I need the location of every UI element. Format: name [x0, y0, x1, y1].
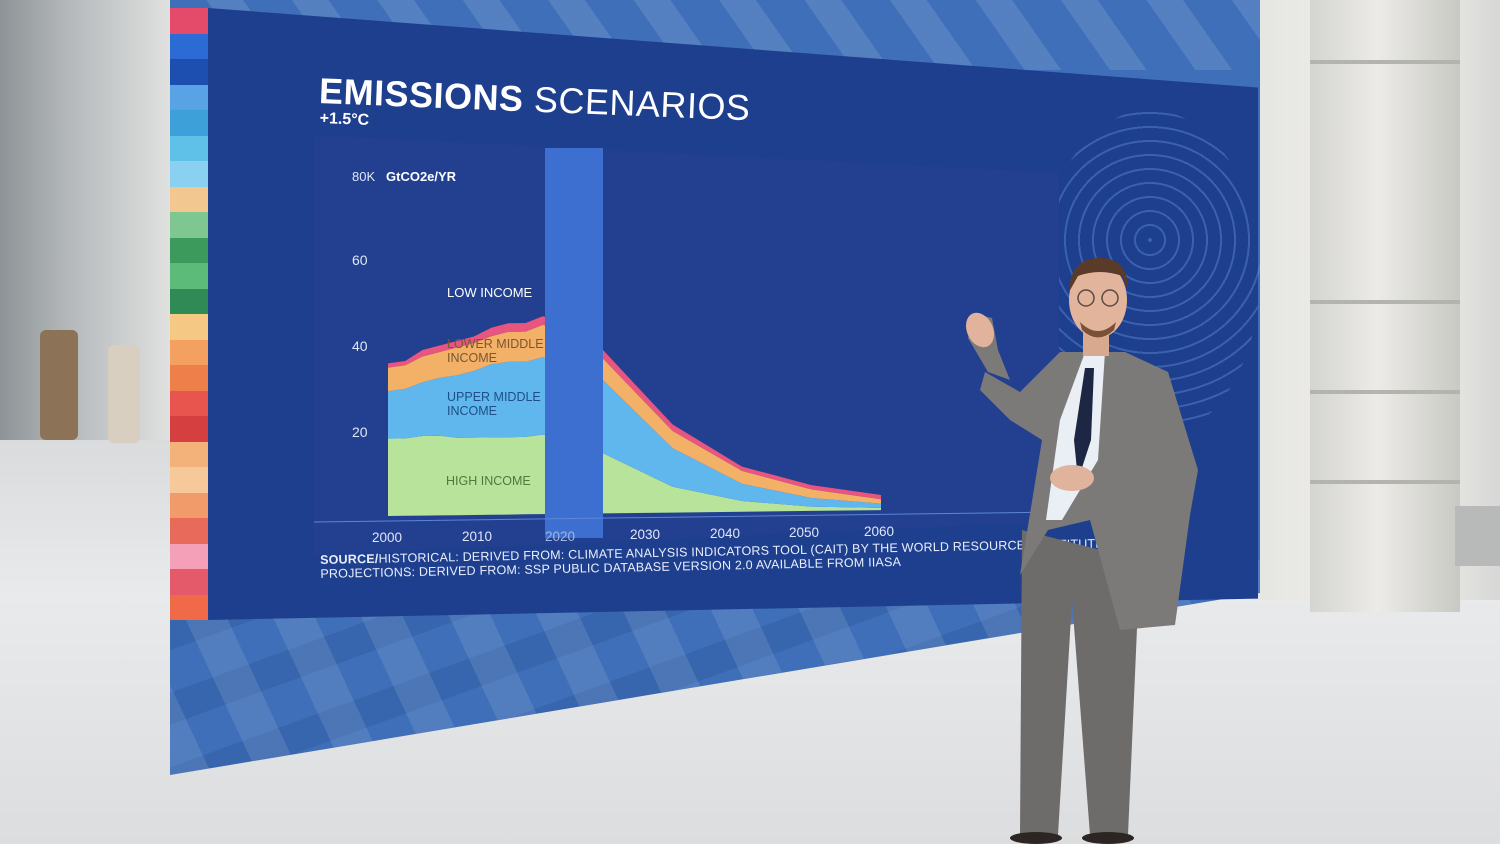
- pillar-band: [1310, 480, 1460, 484]
- presenter-trousers: [1020, 530, 1140, 835]
- projection-areas: [603, 350, 881, 514]
- presenter-hair: [1069, 258, 1128, 292]
- area-low-income: [388, 316, 552, 368]
- label-lower-middle-2: INCOME: [447, 351, 497, 365]
- presenter-shoe: [1010, 832, 1062, 844]
- pillar-band: [1310, 300, 1460, 304]
- area-upper-middle-income: [603, 380, 881, 508]
- x-tick-2000: 2000: [372, 530, 402, 545]
- y-tick-80: 80K: [352, 169, 375, 184]
- background-person: [40, 330, 78, 440]
- presenter-shoe: [1082, 832, 1134, 844]
- x-tick-2020: 2020: [545, 529, 575, 544]
- pillar-band: [1310, 60, 1460, 64]
- background-person: [108, 345, 140, 443]
- pillar-band: [1310, 390, 1460, 394]
- y-tick-40: 40: [352, 338, 368, 354]
- area-lower-middle-income: [388, 324, 552, 392]
- historical-areas: [388, 316, 552, 516]
- area-upper-middle-income: [388, 357, 552, 439]
- background-building-left: [0, 0, 175, 440]
- label-low-income: LOW INCOME: [447, 285, 533, 300]
- x-tick-2030: 2030: [630, 527, 660, 542]
- x-tick-2050: 2050: [789, 525, 819, 540]
- presenter-tie: [1074, 368, 1094, 480]
- y-tick-60: 60: [352, 252, 368, 268]
- area-high-income: [603, 453, 881, 514]
- y-axis-unit: GtCO2e/YR: [386, 169, 457, 184]
- label-high-income: HIGH INCOME: [446, 474, 531, 488]
- year-2020-divider: [545, 148, 603, 538]
- wall-panel: [1455, 506, 1500, 566]
- label-upper-middle-2: INCOME: [447, 404, 497, 418]
- label-lower-middle-1: LOWER MIDDLE: [447, 337, 544, 351]
- presenter-hand: [1050, 465, 1094, 491]
- area-low-income: [603, 350, 881, 500]
- x-tick-2040: 2040: [710, 526, 740, 541]
- glasses-icon: [1101, 289, 1119, 307]
- presenter-beard: [1080, 322, 1116, 338]
- y-tick-20: 20: [352, 424, 368, 440]
- x-tick-2060: 2060: [864, 524, 894, 539]
- presenter-head: [1069, 262, 1127, 338]
- area-high-income: [388, 434, 552, 516]
- x-axis-line: [313, 511, 1061, 523]
- presenter-hand: [965, 312, 995, 348]
- presenter-jacket: [980, 352, 1198, 630]
- x-tick-2010: 2010: [462, 529, 492, 544]
- pillar: [1310, 0, 1460, 612]
- label-upper-middle-1: UPPER MIDDLE: [447, 390, 541, 404]
- area-lower-middle-income: [603, 358, 881, 504]
- color-strip: [170, 8, 210, 620]
- glasses-icon: [1077, 289, 1095, 307]
